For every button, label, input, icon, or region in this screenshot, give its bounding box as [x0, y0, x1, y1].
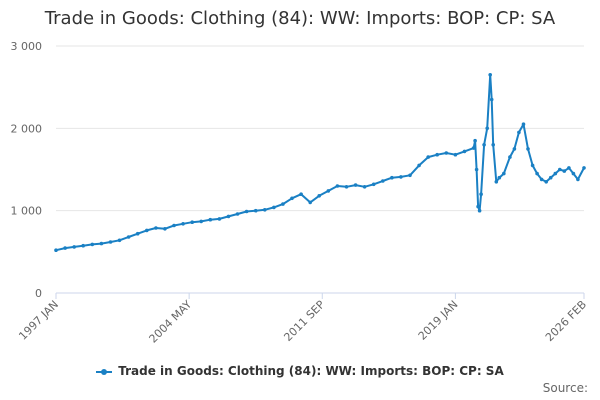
- data-point[interactable]: [299, 192, 303, 196]
- y-tick-label: 1 000: [11, 205, 43, 218]
- data-point[interactable]: [497, 175, 502, 180]
- data-point[interactable]: [526, 147, 530, 151]
- data-point[interactable]: [308, 200, 313, 205]
- legend-line-marker-icon: [96, 368, 113, 375]
- data-point[interactable]: [444, 151, 449, 155]
- data-point[interactable]: [199, 219, 203, 224]
- y-tick-label: 3 000: [11, 40, 43, 53]
- data-point[interactable]: [571, 171, 576, 176]
- data-point[interactable]: [474, 167, 479, 172]
- data-point[interactable]: [163, 227, 167, 231]
- data-point[interactable]: [399, 175, 403, 179]
- data-point[interactable]: [126, 235, 131, 239]
- data-point[interactable]: [435, 152, 440, 157]
- data-point[interactable]: [521, 122, 526, 126]
- data-point[interactable]: [99, 241, 104, 246]
- data-point[interactable]: [235, 212, 240, 216]
- data-point[interactable]: [417, 163, 421, 168]
- data-point[interactable]: [244, 209, 249, 214]
- data-point[interactable]: [508, 155, 512, 159]
- data-point[interactable]: [145, 228, 149, 233]
- data-point[interactable]: [544, 180, 548, 184]
- data-point[interactable]: [181, 222, 185, 226]
- data-point[interactable]: [489, 97, 494, 102]
- data-point[interactable]: [217, 217, 222, 221]
- x-tick-label: 2026 FEB: [543, 298, 589, 344]
- data-point[interactable]: [488, 73, 493, 77]
- data-point[interactable]: [535, 171, 539, 176]
- data-point[interactable]: [317, 194, 322, 198]
- data-point[interactable]: [326, 189, 331, 193]
- data-point[interactable]: [502, 171, 506, 176]
- data-point[interactable]: [208, 217, 213, 222]
- legend[interactable]: Trade in Goods: Clothing (84): WW: Impor…: [0, 364, 600, 378]
- data-point[interactable]: [63, 246, 67, 250]
- data-point[interactable]: [108, 240, 113, 244]
- data-point[interactable]: [548, 175, 553, 180]
- data-point[interactable]: [426, 155, 431, 159]
- x-tick-label: 1997 JAN: [16, 298, 61, 343]
- data-point[interactable]: [90, 242, 95, 247]
- x-axis: 1997 JAN 2004 MAY 2011 SEP 2019 JAN 2026 FEB: [16, 292, 589, 346]
- data-point[interactable]: [517, 130, 521, 135]
- data-point[interactable]: [530, 163, 535, 168]
- data-point[interactable]: [576, 177, 580, 182]
- data-point[interactable]: [190, 220, 194, 224]
- y-tick-label: 2 000: [11, 122, 43, 135]
- legend-label: Trade in Goods: Clothing (84): WW: Impor…: [118, 364, 504, 378]
- data-point[interactable]: [81, 243, 85, 248]
- data-point[interactable]: [253, 208, 258, 213]
- data-point[interactable]: [272, 205, 276, 210]
- data-point[interactable]: [263, 208, 267, 212]
- data-point[interactable]: [582, 166, 586, 170]
- data-point[interactable]: [353, 183, 358, 187]
- y-tick-label: 0: [35, 287, 42, 300]
- data-point[interactable]: [476, 204, 480, 209]
- data-point[interactable]: [567, 166, 571, 170]
- series-line[interactable]: [55, 73, 585, 252]
- data-point[interactable]: [172, 223, 176, 228]
- data-point[interactable]: [117, 238, 122, 243]
- data-point[interactable]: [344, 185, 349, 189]
- data-point[interactable]: [72, 245, 76, 249]
- x-tick-label: 2011 SEP: [281, 298, 327, 344]
- data-point[interactable]: [479, 192, 483, 196]
- data-point[interactable]: [371, 182, 376, 187]
- data-point[interactable]: [226, 214, 231, 219]
- chart-title: Trade in Goods: Clothing (84): WW: Impor…: [44, 8, 556, 29]
- data-point[interactable]: [562, 169, 567, 173]
- data-point[interactable]: [54, 248, 58, 252]
- data-point[interactable]: [154, 226, 158, 230]
- data-point[interactable]: [512, 147, 517, 151]
- y-axis-ticks: 0 1 000 2 000 3 000: [11, 40, 43, 300]
- data-point[interactable]: [135, 231, 140, 236]
- data-point[interactable]: [471, 146, 476, 150]
- data-point[interactable]: [453, 152, 458, 157]
- data-point[interactable]: [362, 185, 367, 189]
- data-point[interactable]: [539, 177, 544, 182]
- source-label: Source:: [542, 381, 588, 395]
- data-point[interactable]: [335, 184, 340, 188]
- data-point[interactable]: [494, 180, 499, 184]
- data-point[interactable]: [408, 173, 412, 178]
- x-tick-label: 2019 JAN: [416, 298, 461, 343]
- data-point[interactable]: [462, 149, 467, 154]
- series-group: [54, 73, 586, 252]
- data-point[interactable]: [485, 126, 490, 131]
- data-point[interactable]: [281, 202, 285, 206]
- data-point[interactable]: [553, 171, 558, 176]
- data-point[interactable]: [390, 175, 394, 180]
- grid-lines: [56, 45, 584, 212]
- data-point[interactable]: [290, 196, 294, 201]
- data-point[interactable]: [473, 138, 477, 143]
- data-point[interactable]: [482, 143, 486, 147]
- data-point[interactable]: [491, 143, 496, 147]
- data-point[interactable]: [558, 167, 562, 172]
- data-point[interactable]: [477, 208, 482, 213]
- x-tick-label: 2004 MAY: [147, 298, 195, 346]
- data-point[interactable]: [381, 179, 385, 183]
